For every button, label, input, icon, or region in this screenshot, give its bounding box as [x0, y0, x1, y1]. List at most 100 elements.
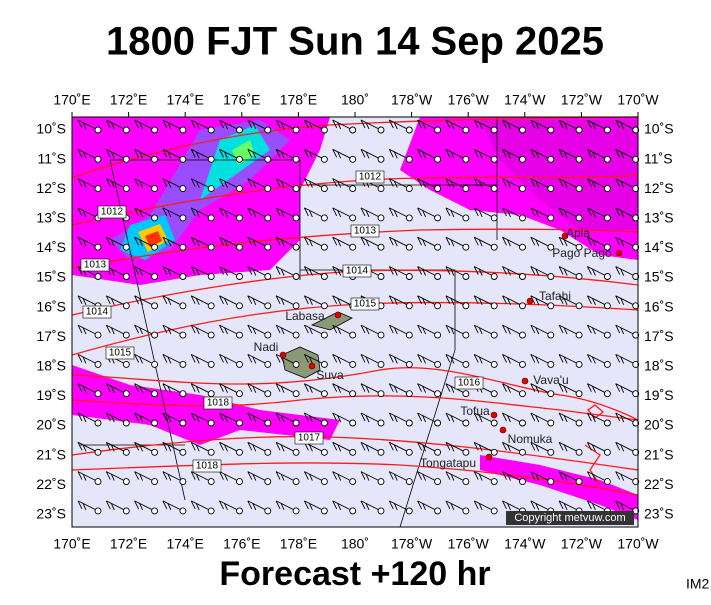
barb-feather — [388, 442, 394, 451]
barb-station — [434, 331, 442, 339]
barb-feather — [82, 327, 87, 335]
barb-feather — [620, 386, 625, 393]
place-name: Tafahi — [539, 289, 571, 303]
barb-feather — [167, 151, 172, 159]
barb-station — [207, 360, 215, 368]
barb-feather — [105, 236, 111, 246]
barb-feather — [507, 444, 511, 452]
barb-station — [179, 419, 187, 427]
barb — [445, 178, 470, 193]
barb — [105, 178, 130, 193]
barb-feather — [615, 178, 621, 187]
barb-staff — [332, 383, 353, 395]
barb-station — [349, 390, 357, 398]
barb-feather — [502, 500, 507, 510]
barb-feather — [275, 354, 281, 363]
barb — [275, 148, 300, 163]
isobar-label-box — [342, 264, 372, 278]
barb-feather — [478, 122, 483, 130]
barb-feather — [422, 356, 427, 364]
barb — [586, 471, 611, 486]
barb-station — [547, 478, 555, 486]
barb-staff — [389, 324, 410, 336]
barb-feather — [337, 444, 342, 452]
barb-staff — [473, 324, 495, 336]
barb-station — [547, 214, 555, 222]
barb-staff — [389, 207, 410, 219]
barb — [530, 119, 555, 134]
barb — [586, 236, 611, 251]
barb-feather — [105, 295, 111, 305]
barb — [247, 324, 272, 339]
barb-staff — [304, 148, 325, 160]
barb-staff — [275, 500, 297, 512]
barb-feather — [558, 149, 564, 158]
barb — [615, 295, 640, 310]
barb-staff — [417, 383, 438, 395]
barb-station — [292, 214, 300, 222]
barb-feather — [332, 324, 338, 334]
barb-staff — [162, 324, 184, 336]
barb-feather — [478, 415, 483, 423]
barb-feather — [139, 210, 144, 218]
barb-station — [236, 360, 243, 368]
lon-label: 172˚W — [561, 92, 603, 108]
barb-staff — [77, 236, 99, 248]
barb-staff — [332, 295, 353, 307]
barb-feather — [563, 151, 568, 159]
barb — [586, 383, 611, 398]
barb-feather — [417, 236, 423, 246]
barb — [586, 324, 611, 339]
barb — [360, 383, 385, 398]
barb-staff — [530, 119, 552, 131]
isobar-label-box — [97, 205, 127, 219]
barb-staff — [247, 441, 269, 453]
barb-staff — [219, 295, 240, 307]
barb-station — [603, 331, 611, 339]
lon-label: 180˚ — [341, 536, 369, 552]
barb-feather — [620, 298, 625, 305]
barb-feather — [388, 471, 394, 480]
barb-station — [519, 243, 526, 251]
barb-feather — [303, 295, 309, 305]
barb — [558, 441, 583, 456]
barb-station — [292, 390, 300, 398]
barb-feather — [247, 295, 253, 305]
barb — [388, 353, 413, 368]
barb-feather — [478, 356, 483, 364]
barb-staff — [558, 148, 580, 160]
lat-label: 16˚S — [36, 298, 66, 314]
barb-station — [632, 507, 640, 515]
barb-feather — [502, 149, 507, 158]
barb-staff — [473, 441, 495, 453]
lat-label: 15˚S — [36, 269, 66, 285]
barb-staff — [530, 383, 552, 395]
barb-station — [179, 273, 187, 280]
barb-feather — [332, 412, 338, 422]
barb — [162, 266, 187, 280]
barb — [332, 178, 357, 193]
barb-staff — [558, 412, 580, 424]
barb-feather — [195, 503, 200, 511]
barb — [332, 236, 357, 251]
barb-station — [320, 214, 328, 222]
barb-station — [349, 214, 357, 222]
barb-feather — [195, 210, 200, 218]
barb-station — [377, 155, 385, 163]
barb-station — [377, 214, 385, 222]
barb-feather — [303, 354, 309, 363]
barb — [247, 119, 272, 134]
barb-feather — [360, 471, 366, 480]
barb-staff — [134, 353, 155, 365]
barb — [388, 236, 413, 251]
barb-staff — [615, 207, 636, 219]
barb-feather — [450, 268, 455, 276]
barb-staff — [304, 178, 325, 190]
lon-label: 170˚E — [53, 536, 90, 552]
barb-station — [151, 478, 159, 486]
barb-station — [632, 273, 640, 280]
barb-feather — [502, 236, 507, 246]
barb-feather — [360, 149, 366, 158]
barb-feather — [224, 473, 228, 481]
lon-label: 174˚W — [504, 536, 546, 552]
